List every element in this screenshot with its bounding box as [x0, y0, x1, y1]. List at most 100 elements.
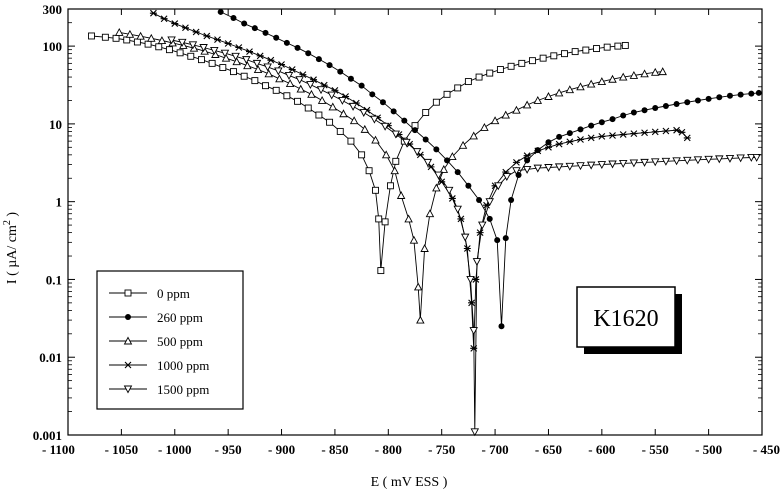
- data-point: [518, 59, 526, 67]
- data-point: [422, 109, 430, 116]
- data-point: [463, 245, 471, 252]
- data-point: [640, 69, 649, 78]
- data-point: [684, 99, 691, 106]
- data-point: [586, 79, 596, 88]
- data-point: [283, 92, 291, 100]
- x-tick-label: - 900: [268, 442, 295, 457]
- data-point: [338, 97, 347, 105]
- data-point: [458, 140, 468, 149]
- data-point: [608, 160, 617, 169]
- legend-label: 0 ppm: [157, 286, 190, 301]
- data-point: [609, 116, 616, 123]
- data-point: [416, 315, 425, 324]
- data-point: [283, 39, 290, 46]
- data-point: [652, 105, 659, 112]
- data-point: [432, 98, 440, 106]
- series-line: [220, 11, 759, 327]
- data-point: [444, 186, 454, 195]
- data-point: [475, 73, 483, 81]
- series-1: [217, 8, 762, 330]
- data-point: [251, 77, 259, 85]
- data-point: [630, 130, 638, 137]
- data-point: [412, 127, 418, 134]
- data-point: [448, 152, 457, 161]
- data-point: [294, 44, 301, 51]
- data-point: [443, 90, 451, 98]
- data-point: [221, 53, 231, 62]
- data-point: [598, 133, 606, 140]
- data-point: [272, 86, 280, 94]
- y-tick-label: 10: [49, 117, 62, 132]
- data-point: [480, 122, 489, 131]
- data-point: [566, 130, 573, 137]
- data-point: [147, 33, 156, 42]
- x-tick-label: - 550: [642, 442, 669, 457]
- data-point: [693, 156, 703, 165]
- data-point: [224, 40, 232, 47]
- data-point: [726, 92, 733, 99]
- data-point: [650, 67, 660, 76]
- legend-marker: [123, 336, 133, 345]
- data-point: [347, 75, 354, 82]
- data-point: [251, 25, 258, 32]
- data-point: [372, 186, 379, 194]
- data-point: [235, 44, 243, 51]
- series-4: [167, 36, 761, 437]
- data-point: [88, 32, 95, 40]
- data-point: [288, 66, 296, 73]
- data-point: [476, 197, 483, 204]
- data-point: [502, 173, 512, 182]
- data-point: [672, 157, 681, 166]
- data-point: [284, 71, 294, 80]
- data-point: [736, 154, 745, 163]
- data-point: [550, 52, 558, 60]
- data-point: [457, 215, 465, 223]
- data-point: [528, 57, 536, 65]
- data-point: [295, 76, 304, 85]
- data-point: [240, 72, 248, 80]
- legend-marker: [124, 361, 132, 369]
- data-point: [512, 167, 521, 176]
- data-point: [486, 215, 493, 222]
- data-point: [369, 91, 376, 98]
- data-point: [533, 164, 543, 173]
- data-point: [501, 110, 511, 119]
- data-point: [469, 327, 478, 336]
- data-point: [486, 69, 494, 77]
- data-point: [217, 8, 224, 15]
- data-point: [618, 159, 628, 168]
- legend-marker: [125, 314, 131, 320]
- data-point: [673, 101, 680, 108]
- data-point: [662, 102, 669, 109]
- data-point: [755, 89, 762, 96]
- data-point: [565, 162, 575, 171]
- data-point: [522, 165, 532, 174]
- data-point: [554, 163, 564, 172]
- data-point: [597, 77, 607, 86]
- data-point: [565, 85, 575, 94]
- data-point: [420, 244, 429, 252]
- data-point: [522, 100, 532, 109]
- data-point: [494, 237, 501, 244]
- data-point: [136, 31, 145, 40]
- data-point: [512, 105, 521, 114]
- annotation-frame: [576, 286, 676, 348]
- data-point: [448, 195, 456, 202]
- data-point: [678, 128, 686, 136]
- data-point: [545, 139, 552, 146]
- y-tick-label: 1: [56, 195, 63, 210]
- data-point: [566, 138, 574, 146]
- y-axis-label: I ( µA/ cm2 ): [2, 212, 20, 285]
- data-point: [144, 40, 152, 48]
- data-point: [629, 70, 639, 79]
- plot-frame: [67, 8, 763, 436]
- legend-entry: 500 ppm: [109, 334, 203, 349]
- data-point: [464, 78, 472, 86]
- y-axis-label-sup: 2: [2, 220, 13, 225]
- data-point: [305, 50, 312, 57]
- data-point: [571, 48, 579, 56]
- data-point: [470, 428, 480, 437]
- data-point: [167, 36, 176, 45]
- data-point: [460, 233, 470, 242]
